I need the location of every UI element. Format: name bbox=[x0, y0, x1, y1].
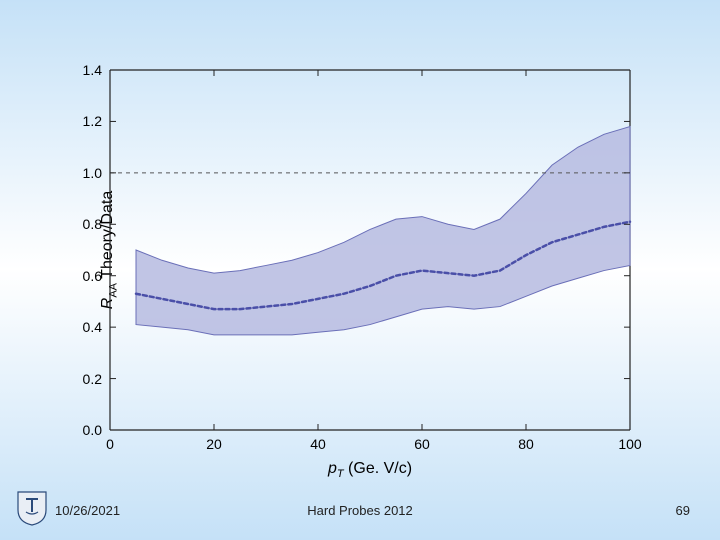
x-tick-label: 40 bbox=[310, 436, 326, 452]
footer-date: 10/26/2021 bbox=[55, 503, 120, 518]
y-tick-label: 1.0 bbox=[83, 165, 102, 181]
x-tick-label: 80 bbox=[518, 436, 534, 452]
y-tick-label: 0.0 bbox=[83, 422, 102, 438]
y-tick-label: 0.2 bbox=[83, 371, 102, 387]
chart-area: RAA Theory/Data pT (Ge. V/c) 0.00.20.40.… bbox=[110, 70, 630, 430]
y-tick-label: 0.6 bbox=[83, 268, 102, 284]
x-tick-label: 60 bbox=[414, 436, 430, 452]
y-tick-label: 0.4 bbox=[83, 319, 102, 335]
y-tick-label: 0.8 bbox=[83, 216, 102, 232]
x-tick-label: 20 bbox=[206, 436, 222, 452]
x-tick-label: 0 bbox=[106, 436, 114, 452]
x-axis-label: pT (Ge. V/c) bbox=[328, 460, 412, 480]
y-tick-label: 1.2 bbox=[83, 113, 102, 129]
plot-svg bbox=[110, 70, 630, 430]
x-tick-label: 100 bbox=[618, 436, 641, 452]
institution-logo bbox=[16, 490, 48, 526]
footer-title: Hard Probes 2012 bbox=[307, 503, 413, 518]
y-tick-label: 1.4 bbox=[83, 62, 102, 78]
footer-page-number: 69 bbox=[676, 503, 690, 518]
